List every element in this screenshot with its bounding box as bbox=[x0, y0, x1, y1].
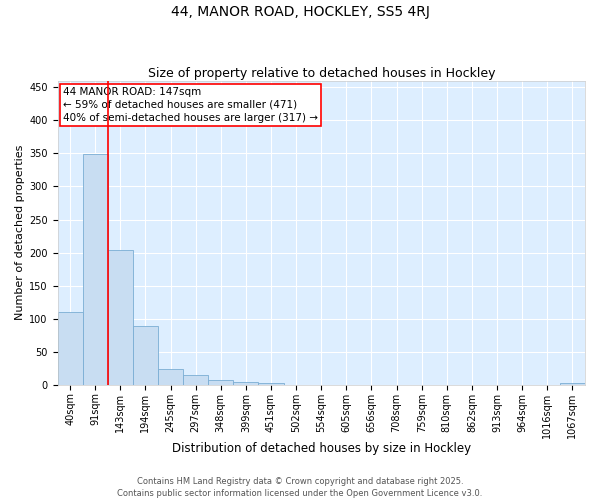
Bar bbox=[233, 382, 259, 385]
Title: Size of property relative to detached houses in Hockley: Size of property relative to detached ho… bbox=[148, 66, 495, 80]
Text: 44 MANOR ROAD: 147sqm
← 59% of detached houses are smaller (471)
40% of semi-det: 44 MANOR ROAD: 147sqm ← 59% of detached … bbox=[63, 86, 318, 123]
Bar bbox=[183, 375, 208, 385]
Bar bbox=[58, 312, 83, 385]
X-axis label: Distribution of detached houses by size in Hockley: Distribution of detached houses by size … bbox=[172, 442, 471, 455]
Bar bbox=[259, 383, 284, 385]
Text: Contains HM Land Registry data © Crown copyright and database right 2025.
Contai: Contains HM Land Registry data © Crown c… bbox=[118, 476, 482, 498]
Bar bbox=[208, 380, 233, 385]
Bar bbox=[108, 250, 133, 385]
Bar bbox=[560, 383, 585, 385]
Text: 44, MANOR ROAD, HOCKLEY, SS5 4RJ: 44, MANOR ROAD, HOCKLEY, SS5 4RJ bbox=[170, 5, 430, 19]
Bar bbox=[158, 369, 183, 385]
Bar bbox=[83, 154, 108, 385]
Bar bbox=[133, 326, 158, 385]
Y-axis label: Number of detached properties: Number of detached properties bbox=[15, 145, 25, 320]
